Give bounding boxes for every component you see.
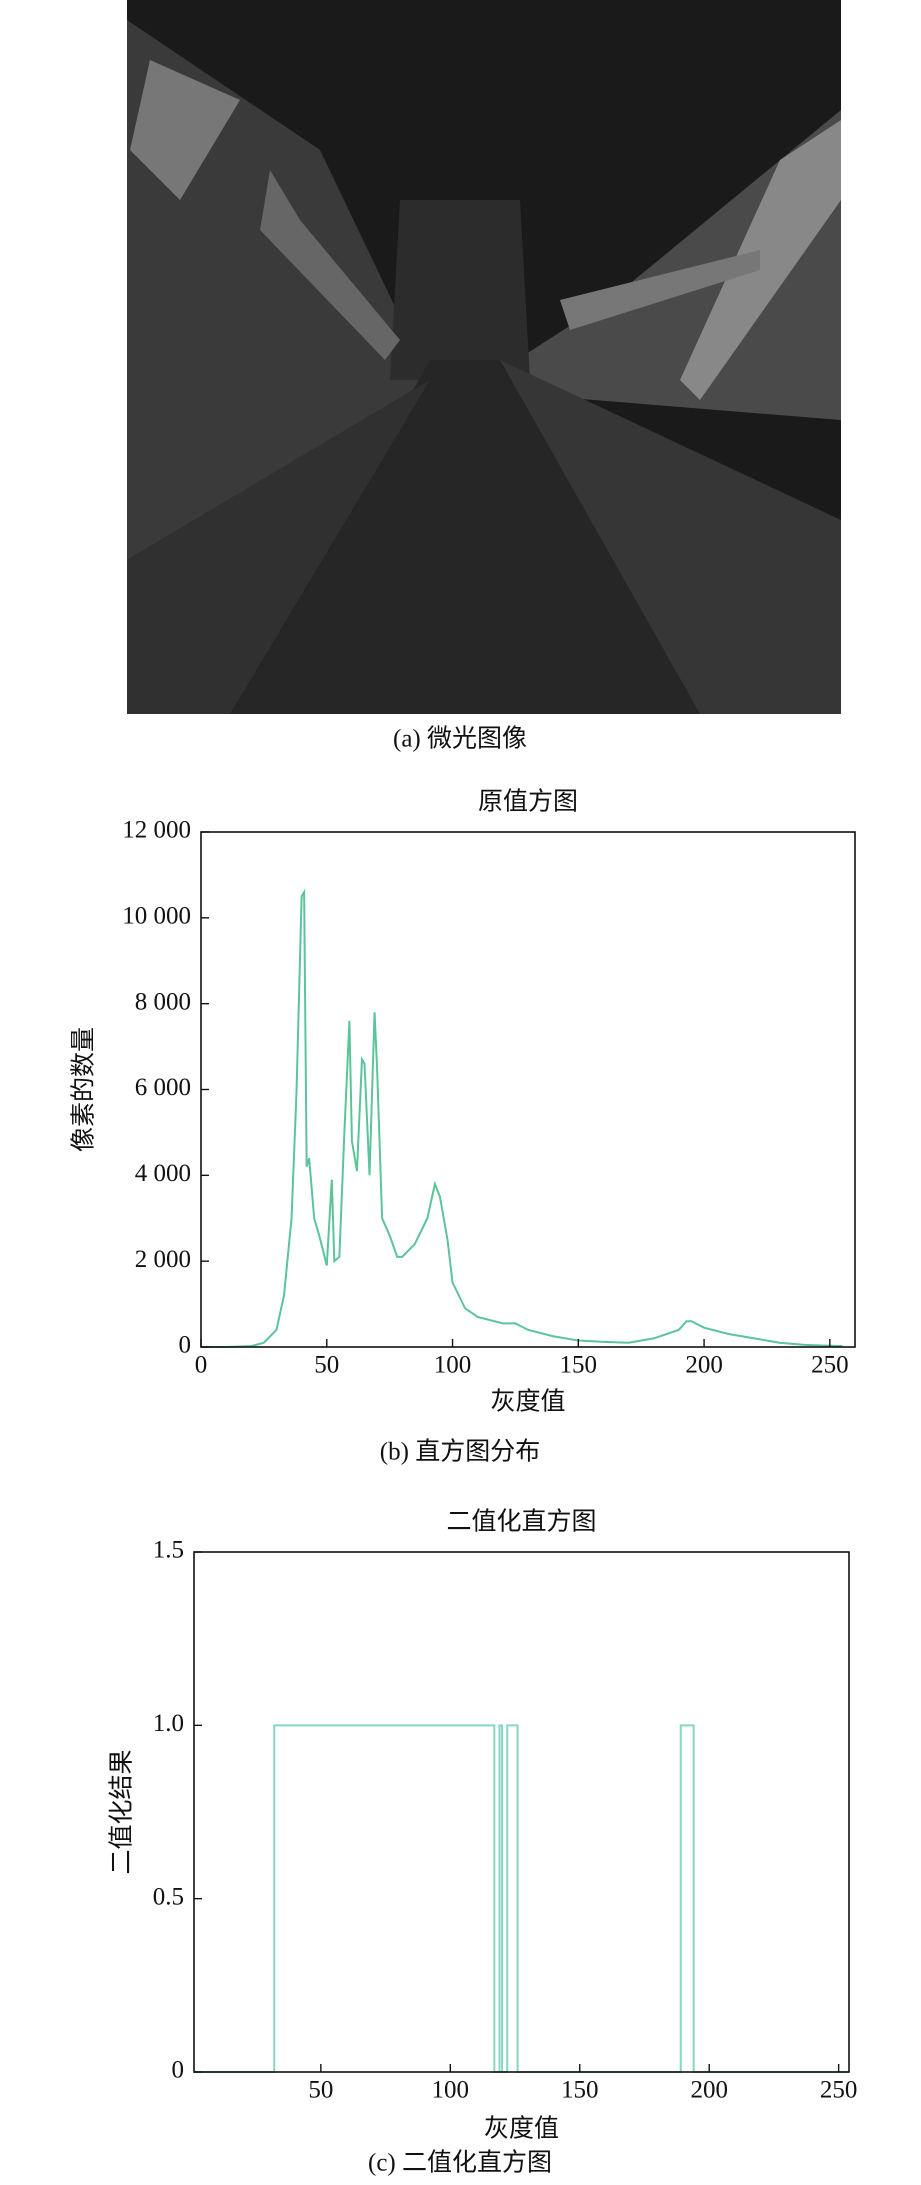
x-tick-label: 200 [685, 1352, 723, 1379]
y-tick-label: 1.0 [153, 1710, 184, 1737]
x-tick-label: 150 [561, 2077, 599, 2104]
x-tick-label: 250 [820, 2077, 858, 2104]
x-axis-label: 灰度值 [490, 1388, 565, 1416]
data-line [201, 888, 843, 1348]
plot-frame [200, 831, 856, 1348]
x-tick-label: 0 [195, 1352, 208, 1379]
x-tick-label: 100 [432, 2077, 470, 2104]
chart-caption: (b) 直方图分布 [380, 1438, 540, 1466]
y-tick-label: 2 000 [135, 1246, 191, 1273]
y-tick-label: 12 000 [122, 817, 191, 844]
x-tick-label: 150 [560, 1352, 598, 1379]
chart-title: 原值方图 [478, 788, 578, 816]
x-tick-label: 250 [811, 1352, 849, 1379]
chart-caption: (c) 二值化直方图 [368, 2149, 552, 2177]
chart-title: 二值化直方图 [446, 1508, 596, 1536]
image-caption: (a) 微光图像 [393, 725, 527, 753]
y-tick-label: 10 000 [122, 903, 191, 930]
y-tick-label: 4 000 [135, 1160, 191, 1187]
x-tick-label: 200 [690, 2077, 728, 2104]
y-axis-label: 二值化结果 [108, 1749, 136, 1874]
x-tick-label: 50 [308, 2077, 333, 2104]
y-tick-label: 1.5 [153, 1537, 184, 1564]
y-tick-label: 0 [179, 1332, 192, 1359]
y-tick-label: 6 000 [135, 1074, 191, 1101]
photo [127, 0, 841, 714]
x-tick-label: 100 [434, 1352, 472, 1379]
y-tick-label: 8 000 [135, 988, 191, 1015]
y-tick-label: 0.5 [153, 1883, 184, 1910]
x-tick-label: 50 [314, 1352, 339, 1379]
data-line [194, 1724, 849, 2073]
x-axis-label: 灰度值 [484, 2115, 559, 2143]
y-tick-label: 0 [172, 2057, 185, 2084]
y-axis-label: 像素的数量 [70, 1027, 98, 1152]
plot-frame [193, 1551, 850, 2073]
